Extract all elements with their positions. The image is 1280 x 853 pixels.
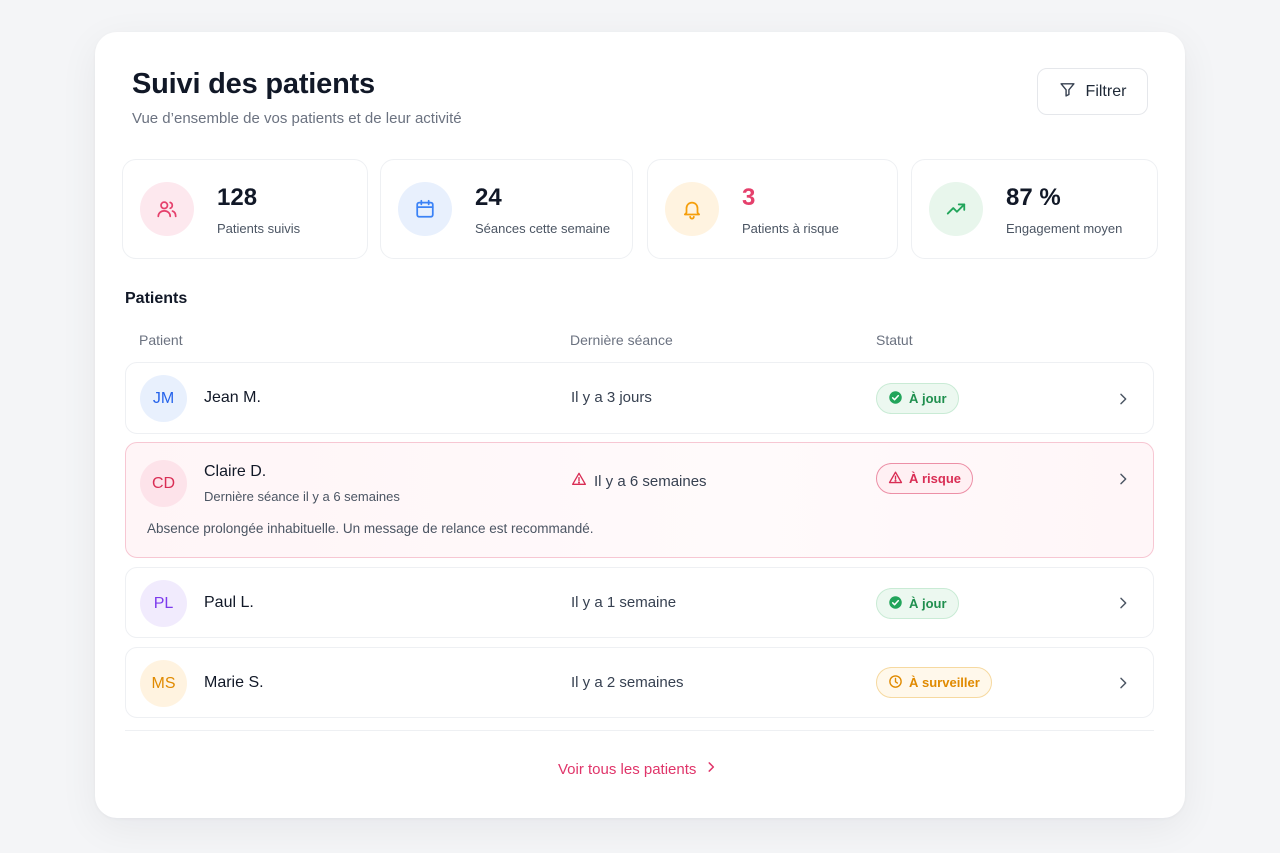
- filter-button[interactable]: Filtrer: [1037, 68, 1148, 115]
- status-label: À jour: [909, 391, 947, 406]
- status-badge: À jour: [876, 588, 959, 619]
- last-session: Il y a 3 jours: [571, 389, 652, 406]
- stat-card-engagement: 87 % Engagement moyen: [911, 159, 1158, 259]
- page-subtitle: Vue d’ensemble de vos patients et de leu…: [132, 110, 462, 127]
- status-label: À jour: [909, 596, 947, 611]
- patient-name: Claire D.: [204, 463, 267, 480]
- stat-label: Séances cette semaine: [475, 221, 611, 236]
- filter-label: Filtrer: [1085, 82, 1127, 100]
- check-circle-icon: [888, 595, 903, 613]
- stat-value: 128: [217, 184, 258, 211]
- users-icon: [140, 182, 194, 236]
- status-badge: À jour: [876, 383, 959, 414]
- last-session-text: Il y a 3 jours: [571, 389, 652, 406]
- stat-value: 87 %: [1006, 184, 1061, 211]
- patient-name: Jean M.: [204, 389, 261, 406]
- patient-name: Paul L.: [204, 594, 254, 611]
- see-all-patients-link[interactable]: Voir tous les patients: [558, 760, 718, 778]
- patient-name: Marie S.: [204, 674, 264, 691]
- stat-label: Patients suivis: [217, 221, 301, 236]
- stat-label: Engagement moyen: [1006, 221, 1123, 236]
- stat-value: 3: [742, 184, 756, 211]
- status-badge: À surveiller: [876, 667, 992, 698]
- avatar: CD: [140, 460, 187, 507]
- table-row[interactable]: MS Marie S. Il y a 2 semaines À surveill…: [125, 647, 1154, 718]
- section-title: Patients: [125, 290, 188, 307]
- stat-card-at-risk: 3 Patients à risque: [647, 159, 898, 259]
- last-session-text: Il y a 2 semaines: [571, 674, 684, 691]
- chevron-right-icon[interactable]: [1115, 595, 1131, 611]
- status-label: À surveiller: [909, 675, 980, 690]
- check-circle-icon: [888, 390, 903, 408]
- table-row[interactable]: PL Paul L. Il y a 1 semaine À jour: [125, 567, 1154, 638]
- last-session: Il y a 2 semaines: [571, 674, 684, 691]
- column-header-last-session: Dernière séance: [570, 332, 673, 348]
- avatar: JM: [140, 375, 187, 422]
- last-session-text: Il y a 1 semaine: [571, 594, 677, 611]
- filter-icon: [1059, 81, 1076, 103]
- divider: [125, 730, 1154, 731]
- column-header-patient: Patient: [139, 332, 183, 348]
- table-row[interactable]: JM Jean M. Il y a 3 jours À jour: [125, 362, 1154, 434]
- stats-row: 128 Patients suivis 24 Séances cette sem…: [122, 159, 1158, 259]
- warning-icon: [888, 470, 903, 488]
- chevron-right-icon[interactable]: [1115, 675, 1131, 691]
- chevron-right-icon[interactable]: [1115, 471, 1131, 487]
- table-row-alert[interactable]: CD Claire D. Dernière séance il y a 6 se…: [125, 442, 1154, 558]
- stat-card-patients: 128 Patients suivis: [122, 159, 368, 259]
- alert-message: Absence prolongée inhabituelle. Un messa…: [147, 521, 594, 536]
- column-header-status: Statut: [876, 332, 913, 348]
- status-label: À risque: [909, 471, 962, 486]
- stat-card-sessions: 24 Séances cette semaine: [380, 159, 633, 259]
- page-title: Suivi des patients: [132, 68, 375, 100]
- clock-icon: [888, 674, 903, 692]
- warning-icon: [571, 471, 587, 491]
- status-badge: À risque: [876, 463, 974, 494]
- avatar: MS: [140, 660, 187, 707]
- trending-up-icon: [929, 182, 983, 236]
- chevron-right-icon[interactable]: [1115, 391, 1131, 407]
- avatar: PL: [140, 580, 187, 627]
- bell-icon: [665, 182, 719, 236]
- patient-subtext: Dernière séance il y a 6 semaines: [204, 489, 400, 504]
- last-session: Il y a 1 semaine: [571, 594, 676, 611]
- chevron-right-icon: [704, 760, 718, 778]
- calendar-icon: [398, 182, 452, 236]
- see-all-label: Voir tous les patients: [558, 760, 697, 778]
- last-session-text: Il y a 6 semaines: [594, 472, 707, 490]
- patients-dashboard-card: Suivi des patients Vue d’ensemble de vos…: [95, 32, 1185, 818]
- stat-label: Patients à risque: [742, 221, 839, 236]
- last-session: Il y a 6 semaines: [571, 471, 707, 491]
- stat-value: 24: [475, 184, 502, 211]
